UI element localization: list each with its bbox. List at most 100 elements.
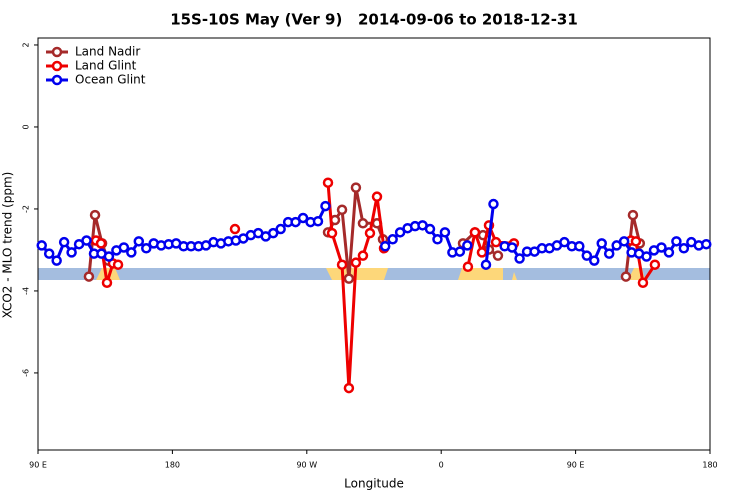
data-point — [589, 255, 600, 266]
data-point — [514, 253, 525, 264]
data-point — [364, 227, 376, 239]
series — [36, 198, 712, 270]
data-point — [432, 234, 443, 245]
data-point — [439, 227, 451, 238]
data-point — [229, 223, 241, 235]
y-tick-label: 0 — [22, 124, 31, 129]
data-point — [336, 259, 348, 270]
x-tick-label: 180 — [702, 461, 717, 470]
series-line — [87, 187, 642, 279]
data-point — [424, 223, 436, 235]
surface-map — [38, 268, 710, 280]
data-point — [290, 216, 301, 228]
data-point — [603, 248, 615, 259]
land-patch — [512, 272, 517, 280]
land-patch — [96, 268, 120, 280]
data-point — [476, 247, 488, 258]
legend-marker — [51, 46, 63, 58]
series — [83, 182, 646, 284]
data-point — [81, 235, 92, 246]
data-point — [343, 382, 355, 394]
series — [90, 177, 661, 394]
data-point — [66, 247, 77, 258]
data-point — [663, 247, 675, 258]
data-point — [322, 177, 334, 188]
data-point — [133, 236, 145, 247]
data-point — [350, 182, 362, 193]
data-point — [618, 236, 630, 247]
data-point — [480, 259, 492, 270]
data-point — [490, 236, 502, 248]
data-point — [469, 227, 481, 238]
data-point — [326, 227, 338, 239]
data-point — [462, 240, 473, 251]
data-point — [126, 247, 137, 258]
series-line — [95, 182, 657, 389]
data-point — [275, 223, 286, 235]
x-tick-label: 180 — [165, 461, 180, 470]
y-axis-label: XCO2 - MLO trend (ppm) — [1, 172, 15, 319]
data-point — [379, 241, 391, 252]
data-point — [611, 240, 622, 251]
data-point — [312, 215, 324, 227]
y-tick-label: 2 — [22, 42, 31, 47]
data-point — [671, 236, 682, 247]
data-point — [89, 209, 101, 221]
data-point — [641, 251, 652, 262]
data-point — [559, 236, 570, 248]
data-point — [141, 243, 152, 254]
data-point — [357, 218, 369, 229]
data-point — [387, 234, 398, 245]
data-point — [630, 236, 642, 247]
legend-label: Land Glint — [75, 59, 137, 73]
x-axis-label: Longitude — [344, 477, 404, 491]
data-point — [43, 248, 55, 259]
data-point — [620, 271, 632, 282]
data-point — [343, 273, 355, 284]
data-point — [297, 212, 309, 224]
data-point — [103, 251, 115, 262]
data-point — [371, 191, 383, 202]
data-point — [627, 209, 639, 221]
legend-label: Land Nadir — [75, 45, 140, 59]
data-point — [596, 238, 607, 249]
data-point — [656, 242, 667, 253]
data-point — [701, 238, 712, 250]
legend-marker — [51, 60, 63, 72]
y-tick-label: -2 — [22, 205, 31, 213]
data-point — [574, 241, 585, 252]
data-point — [83, 271, 95, 282]
data-point — [51, 255, 62, 266]
legend-marker — [51, 74, 63, 86]
data-point — [320, 200, 331, 212]
data-point — [462, 261, 474, 273]
chart-title: 15S-10S May (Ver 9) 2014-09-06 to 2018-1… — [170, 11, 578, 29]
x-tick-label: 0 — [439, 461, 444, 470]
data-point — [454, 246, 466, 257]
data-point — [581, 250, 593, 261]
data-point — [506, 242, 518, 253]
x-tick-label: 90 E — [29, 461, 47, 470]
data-point — [95, 238, 107, 249]
data-point — [394, 227, 406, 238]
legend-label: Ocean Glint — [75, 73, 146, 87]
x-tick-label: 90 W — [296, 461, 317, 470]
data-point — [357, 250, 369, 261]
data-point — [488, 198, 499, 210]
data-point — [336, 204, 348, 216]
data-point — [267, 227, 279, 239]
data-point — [118, 242, 130, 253]
data-point — [36, 240, 47, 251]
data-point — [112, 259, 124, 270]
data-point — [101, 277, 113, 288]
data-point — [649, 259, 661, 270]
x-tick-label: 90 E — [567, 461, 585, 470]
y-tick-label: -6 — [22, 369, 31, 377]
y-tick-label: -4 — [22, 287, 31, 295]
data-point — [492, 250, 504, 261]
data-point — [637, 277, 649, 288]
data-point — [350, 257, 362, 268]
data-point — [58, 236, 70, 248]
data-point — [678, 243, 690, 254]
